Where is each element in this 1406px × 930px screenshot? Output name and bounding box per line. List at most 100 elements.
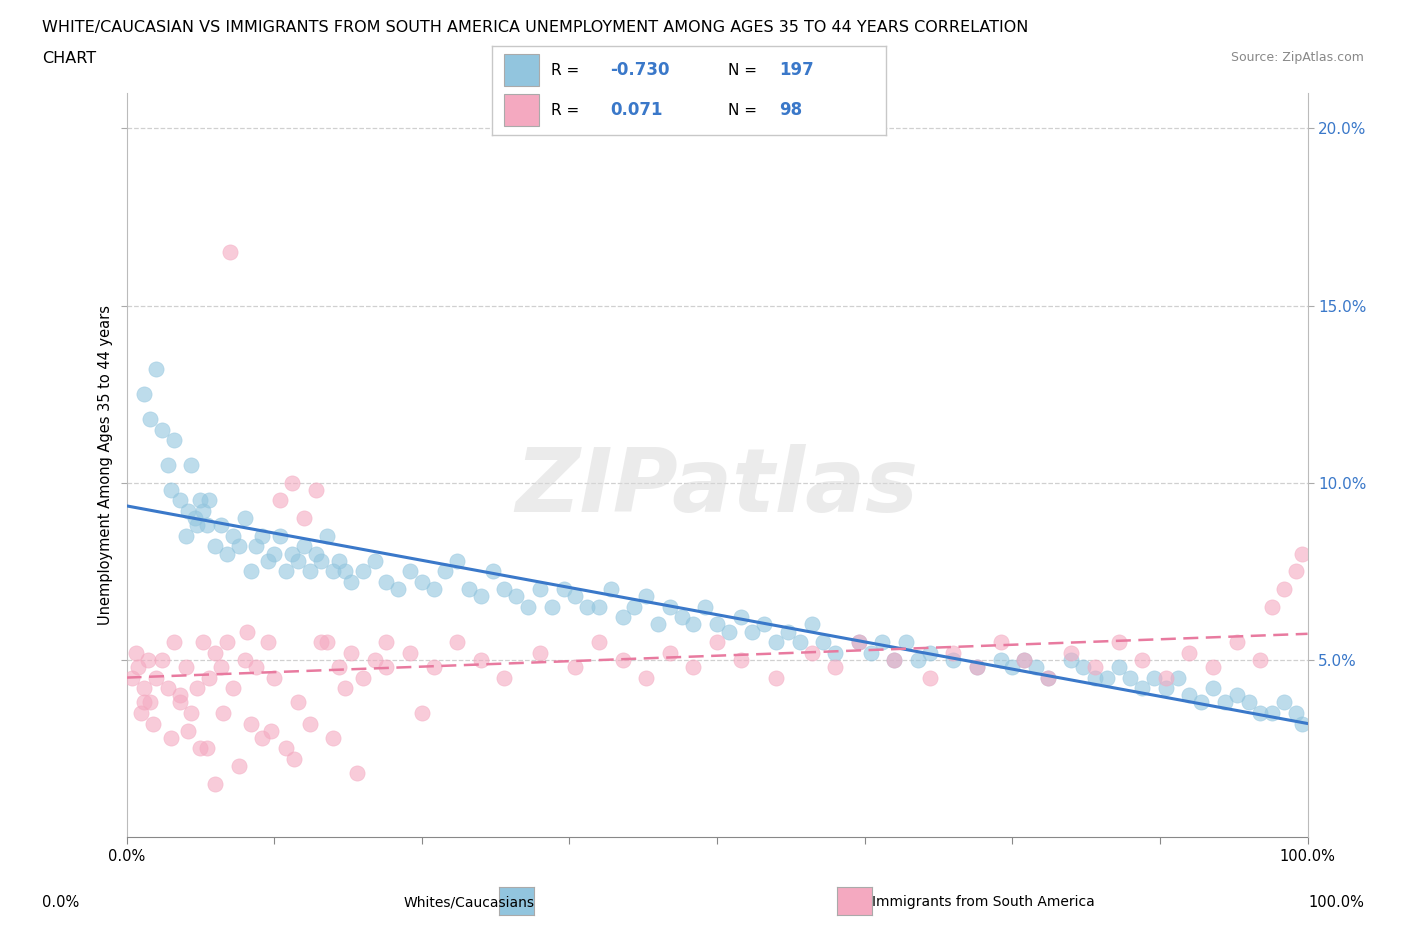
Point [1272,695,1295,710]
Point [239,716,262,731]
Point [1189,695,1212,710]
FancyBboxPatch shape [503,55,540,86]
Point [245,539,267,554]
Point [184,511,207,525]
Point [186,518,208,533]
Point [872,634,894,649]
Point [263,546,285,561]
Point [311,553,333,568]
Point [134,387,156,402]
Point [1226,634,1249,649]
Text: ZIPatlas: ZIPatlas [516,444,918,531]
Point [658,645,681,660]
Point [399,645,422,660]
Point [1291,546,1313,561]
Point [352,671,374,685]
Point [236,624,259,639]
Point [813,634,835,649]
Point [883,653,905,668]
Point [564,589,586,604]
Point [907,653,929,668]
Point [193,504,215,519]
Point [636,589,658,604]
Point [1108,659,1130,674]
Point [824,645,846,660]
Point [1130,681,1153,696]
Point [776,624,799,639]
Text: R =: R = [551,102,579,117]
Point [252,528,274,543]
Point [188,493,211,508]
Point [1119,671,1142,685]
Point [145,362,167,377]
Point [1202,681,1225,696]
Text: N =: N = [728,102,758,117]
Point [174,659,197,674]
Point [730,653,752,668]
Point [177,724,200,738]
Point [257,553,280,568]
Point [198,671,221,685]
Point [363,653,385,668]
Point [990,634,1012,649]
Point [695,599,717,614]
Point [287,553,309,568]
Point [257,634,280,649]
Point [942,653,965,668]
Point [458,581,481,596]
Point [180,706,202,721]
Point [298,716,321,731]
Point [163,432,186,447]
Point [169,688,191,703]
Point [156,458,179,472]
Point [209,659,232,674]
Point [127,659,149,674]
Point [180,458,202,472]
Text: 0.071: 0.071 [610,101,662,119]
Text: R =: R = [551,63,579,78]
Point [1036,671,1059,685]
Point [494,671,516,685]
Point [1272,581,1295,596]
Point [375,575,398,590]
Point [564,659,586,674]
Point [186,681,208,696]
Point [1249,706,1271,721]
Text: 98: 98 [779,101,803,119]
Point [274,564,297,578]
Point [1060,653,1083,668]
Point [800,645,823,660]
Point [1291,716,1313,731]
Point [612,610,634,625]
Text: -0.730: -0.730 [610,61,669,79]
Point [283,751,305,766]
Text: N =: N = [728,63,758,78]
Point [848,634,870,649]
Point [150,422,173,437]
Point [1237,695,1260,710]
Y-axis label: Unemployment Among Ages 35 to 44 years: Unemployment Among Ages 35 to 44 years [97,305,112,625]
Point [222,528,245,543]
Point [1285,564,1308,578]
Point [576,599,599,614]
Point [219,245,242,259]
Point [754,617,776,631]
Point [204,645,226,660]
Point [682,617,704,631]
Point [328,553,350,568]
Point [682,659,704,674]
Point [446,553,468,568]
Point [505,589,527,604]
Point [494,581,516,596]
Point [706,634,728,649]
Point [529,645,551,660]
Point [209,518,232,533]
Text: Source: ZipAtlas.com: Source: ZipAtlas.com [1230,51,1364,64]
Point [422,659,444,674]
Point [1084,671,1107,685]
Text: CHART: CHART [42,51,96,66]
Point [730,610,752,625]
Point [150,653,173,668]
Text: 100.0%: 100.0% [1308,895,1364,910]
Point [269,493,291,508]
